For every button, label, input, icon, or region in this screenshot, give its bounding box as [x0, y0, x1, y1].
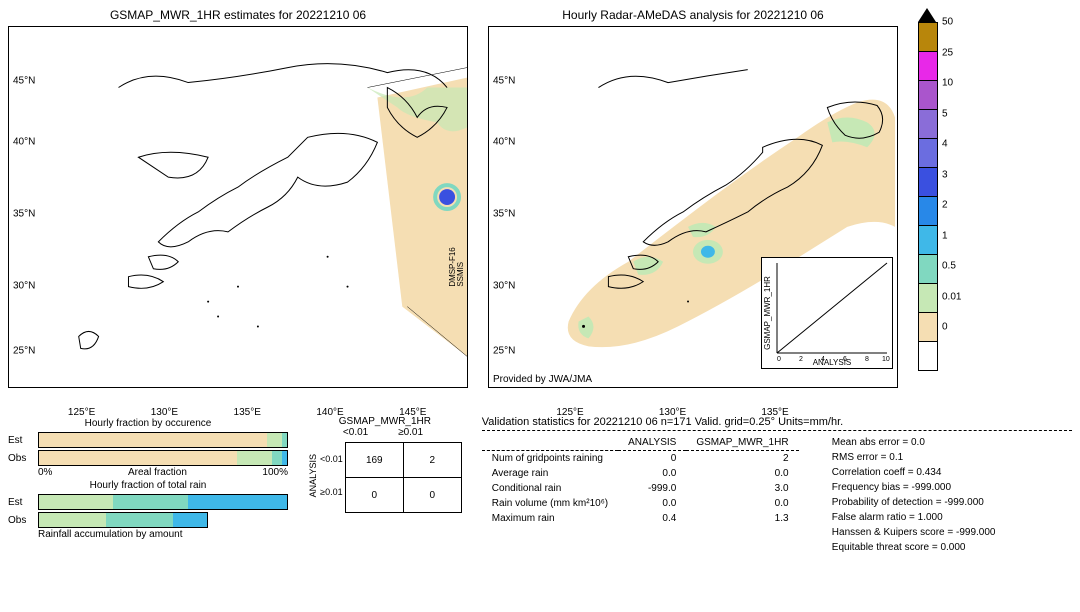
- left-xticks: 125°E 130°E 135°E 140°E 145°E: [8, 388, 468, 403]
- svg-text:2: 2: [799, 356, 803, 363]
- stats-title: Validation statistics for 20221210 06 n=…: [482, 416, 1072, 431]
- left-map-panel: GSMAP_MWR_1HR estimates for 20221210 06: [8, 8, 468, 408]
- stats-col1: ANALYSIS: [618, 435, 686, 451]
- ct-table: 1692 00: [345, 442, 462, 513]
- xmax: 100%: [262, 467, 288, 478]
- left-map-svg: DMSP-F16 SSMIS: [9, 27, 467, 387]
- ct-col2: ≥0.01: [398, 427, 423, 438]
- svg-text:6: 6: [843, 356, 847, 363]
- obs-label: Obs: [8, 453, 38, 464]
- left-map-box: DMSP-F16 SSMIS 45°N 40°N 35°N 30°N 25°N: [8, 26, 468, 388]
- accum-footer: Rainfall accumulation by amount: [8, 529, 288, 540]
- svg-text:GSMAP_MWR_1HR: GSMAP_MWR_1HR: [763, 276, 772, 350]
- svg-text:0: 0: [777, 356, 781, 363]
- contingency-panel: GSMAP_MWR_1HR <0.01≥0.01 ANALYSIS <0.01≥…: [308, 416, 462, 555]
- colorbar: 502510543210.50.010: [918, 8, 968, 388]
- ct-11: 0: [403, 478, 461, 513]
- bottom-row: Hourly fraction by occurence Est Obs 0% A…: [8, 416, 1072, 555]
- totalrain-title: Hourly fraction of total rain: [8, 480, 288, 491]
- stats-metrics: Mean abs error = 0.0RMS error = 0.1Corre…: [832, 435, 1072, 555]
- fraction-panel: Hourly fraction by occurence Est Obs 0% A…: [8, 416, 288, 555]
- svg-text:SSMIS: SSMIS: [456, 262, 465, 287]
- ct-01: 2: [403, 443, 461, 478]
- left-map-title: GSMAP_MWR_1HR estimates for 20221210 06: [8, 8, 468, 22]
- ct-10: 0: [345, 478, 403, 513]
- ct-ylabel: ANALYSIS: [308, 454, 318, 497]
- svg-text:4: 4: [821, 356, 825, 363]
- provider-label: Provided by JWA/JMA: [493, 374, 592, 385]
- right-map-box: 45°N 40°N 35°N 30°N 25°N ANALYSIS GSMAP_…: [488, 26, 898, 388]
- scatter-inset: ANALYSIS GSMAP_MWR_1HR 0246810: [761, 257, 893, 369]
- right-map-panel: Hourly Radar-AMeDAS analysis for 2022121…: [488, 8, 898, 408]
- ct-r1: <0.01: [320, 454, 343, 464]
- ct-r2: ≥0.01: [320, 487, 343, 497]
- stats-table: ANALYSISGSMAP_MWR_1HR Num of gridpoints …: [482, 435, 832, 555]
- stats-col2: GSMAP_MWR_1HR: [686, 435, 798, 451]
- ct-col1: <0.01: [343, 427, 368, 438]
- svg-text:10: 10: [882, 356, 890, 363]
- est-label: Est: [8, 435, 38, 446]
- colorbar-arrow-icon: [918, 8, 936, 22]
- stats-panel: Validation statistics for 20221210 06 n=…: [482, 416, 1072, 555]
- occurrence-title: Hourly fraction by occurence: [8, 418, 288, 429]
- right-xticks: 125°E 130°E 135°E: [488, 388, 898, 403]
- areal-label: Areal fraction: [128, 467, 187, 478]
- ct-00: 169: [345, 443, 403, 478]
- xmin: 0%: [38, 467, 52, 478]
- obs-label2: Obs: [8, 515, 38, 526]
- right-map-title: Hourly Radar-AMeDAS analysis for 2022121…: [488, 8, 898, 22]
- svg-text:8: 8: [865, 356, 869, 363]
- top-row: GSMAP_MWR_1HR estimates for 20221210 06: [8, 8, 1072, 408]
- est-label2: Est: [8, 497, 38, 508]
